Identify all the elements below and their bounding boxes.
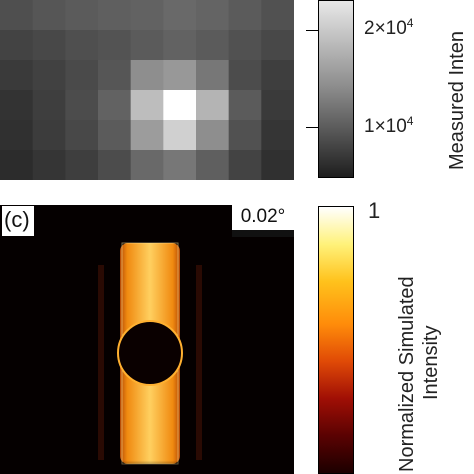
measured-intensity-colorbar [318,0,354,178]
simulated-intensity-image [0,205,294,474]
intensity-pixel [65,60,99,91]
intensity-pixel [65,0,99,31]
intensity-pixel [98,0,132,31]
intensity-pixel [98,60,132,91]
tick-label-1e4: 1×104 [364,114,414,137]
intensity-pixel [261,150,294,180]
intensity-pixel [228,90,262,121]
faint-left-stripe [98,265,104,460]
intensity-pixel [228,120,262,151]
intensity-pixel [0,0,34,31]
intensity-pixel [65,120,99,151]
intensity-pixel [98,30,132,61]
intensity-pixel [130,120,164,151]
colorbar-tick-1e4 [306,127,318,128]
intensity-pixel [0,60,34,91]
intensity-pixel [261,0,294,31]
intensity-pixel [261,30,294,61]
intensity-pixel [98,150,132,180]
intensity-pixel [196,90,230,121]
intensity-pixel [65,150,99,180]
intensity-pixel [130,60,164,91]
intensity-pixel [0,120,34,151]
intensity-pixel [228,30,262,61]
intensity-pixel [196,60,230,91]
intensity-pixel [261,90,294,121]
measured-colorbar-label: Measured Inten [446,31,468,170]
intensity-pixel [196,150,230,180]
central-dark-disk [117,320,183,386]
intensity-pixel [32,30,66,61]
intensity-pixel [261,60,294,91]
intensity-pixel [163,150,197,180]
intensity-pixel [196,0,230,31]
intensity-pixel [98,120,132,151]
intensity-pixel [163,30,197,61]
intensity-pixel [32,90,66,121]
intensity-pixel [130,150,164,180]
measured-intensity-map [0,0,294,180]
intensity-pixel [0,150,34,180]
intensity-pixel [32,60,66,91]
colorbar-max-label: 1 [368,198,381,223]
intensity-pixel [228,60,262,91]
intensity-pixel [65,90,99,121]
intensity-pixel [0,30,34,61]
intensity-pixel [228,150,262,180]
faint-right-stripe [196,265,202,460]
intensity-pixel [196,120,230,151]
simulated-colorbar-label-line2: Intensity [420,325,442,400]
scale-bar-label: 0.02° [232,205,294,231]
scale-bar [232,230,294,237]
intensity-pixel [163,0,197,31]
intensity-pixel [32,0,66,31]
intensity-pixel [196,30,230,61]
intensity-pixel [261,120,294,151]
intensity-pixel [98,90,132,121]
intensity-pixel [228,0,262,31]
tick-label-2e4: 2×104 [364,16,414,39]
panel-label: (c) [2,206,34,236]
intensity-pixel [163,60,197,91]
intensity-pixel [130,0,164,31]
intensity-pixel [0,90,34,121]
intensity-pixel [32,150,66,180]
intensity-pixel [32,120,66,151]
intensity-pixel [163,120,197,151]
intensity-pixel [130,90,164,121]
intensity-pixel [65,30,99,61]
intensity-pixel [163,90,197,121]
colorbar-tick-2e4 [306,30,318,31]
intensity-pixel [130,30,164,61]
simulated-colorbar-label-line1: Normalized Simulated [396,276,418,472]
simulated-intensity-colorbar [318,206,354,474]
